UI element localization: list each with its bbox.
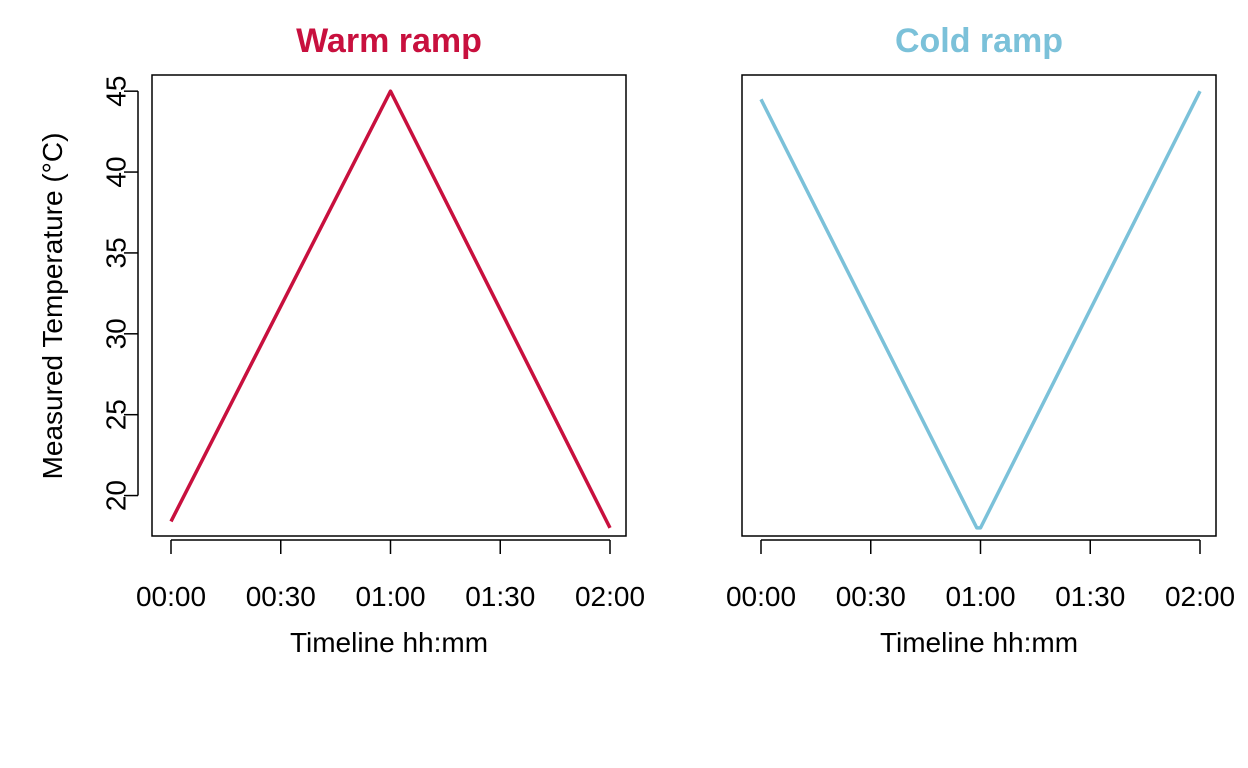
plot-box [151, 74, 627, 537]
x-tick-label: 02:00 [575, 581, 645, 612]
x-tick-label: 00:30 [246, 581, 316, 612]
cold-ramp-panel: Cold ramp 00:00 00:30 01:00 01:30 02:00 Time… [726, 22, 1235, 658]
y-tick-label: 25 [101, 399, 132, 430]
x-tick-label: 02:00 [1165, 581, 1235, 612]
x-axis: 00:00 00:30 01:00 01:30 02:00 [136, 539, 645, 612]
y-tick-label: 20 [101, 480, 132, 511]
cold-ramp-series-line [759, 90, 1202, 530]
warm-ramp-series-line [169, 89, 612, 529]
y-tick-label: 35 [101, 237, 132, 268]
x-tick-label: 00:30 [836, 581, 906, 612]
x-axis-label: Timeline hh:mm [880, 627, 1078, 658]
x-tick-label: 01:00 [945, 581, 1015, 612]
x-tick-label: 01:30 [465, 581, 535, 612]
y-axis-label: Measured Temperature (°C) [37, 133, 68, 480]
y-tick-label: 45 [101, 76, 132, 107]
x-axis: 00:00 00:30 01:00 01:30 02:00 [726, 539, 1235, 612]
y-tick-label: 40 [101, 156, 132, 187]
x-tick-label: 01:30 [1055, 581, 1125, 612]
y-tick-label: 30 [101, 318, 132, 349]
panel-title: Warm ramp [296, 22, 482, 60]
x-tick-label: 00:00 [726, 581, 796, 612]
x-tick-label: 00:00 [136, 581, 206, 612]
panel-title: Cold ramp [895, 22, 1063, 60]
x-tick-label: 01:00 [355, 581, 425, 612]
warm-ramp-panel: Warm ramp 00:00 00:30 01:00 01:30 02:00 20 25… [37, 22, 645, 658]
x-axis-label: Timeline hh:mm [290, 627, 488, 658]
plot-box [741, 74, 1217, 537]
y-axis: 20 25 30 35 40 45 [101, 76, 139, 511]
